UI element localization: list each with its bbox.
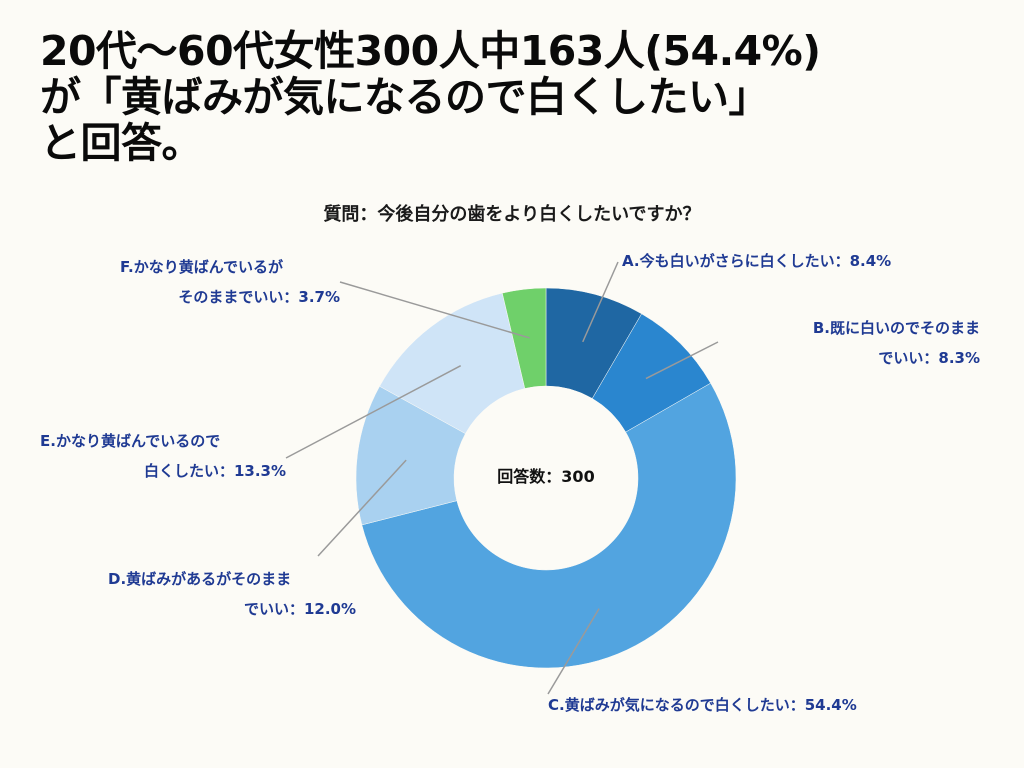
slice-label-c: C.黄ばみが気になるので白くしたい：54.4% (548, 696, 857, 714)
headline-line-2: が「黄ばみが気になるので白くしたい」 (40, 73, 770, 121)
slice-c (361, 382, 737, 669)
leader-line-f (339, 281, 530, 339)
slice-label-f-line-2: そのままでいい：3.7% (178, 288, 340, 306)
slice-label-d-line-2: でいい：12.0% (244, 600, 356, 618)
slice-label-f-line-1: F.かなり黄ばんでいるが (120, 258, 284, 276)
slice-f (501, 287, 547, 389)
leader-line-d (317, 459, 407, 557)
headline: 20代〜60代女性300人中163人(54.4%) が「黄ばみが気になるので白く… (40, 28, 1000, 166)
leader-line-c (547, 608, 600, 695)
headline-line-1: 20代〜60代女性300人中163人(54.4%) (40, 27, 821, 75)
slice-label-b-line-2: でいい：8.3% (878, 349, 980, 367)
slice-label-e-line-1: E.かなり黄ばんでいるので (40, 432, 220, 450)
center-total-label: 回答数：300 (497, 467, 594, 486)
leader-line-e (285, 365, 462, 459)
slice-label-d-line-1: D.黄ばみがあるがそのまま (108, 570, 291, 588)
chart-question: 質問：今後自分の歯をより白くしたいですか？ (323, 204, 701, 225)
headline-line-3: と回答。 (40, 119, 203, 167)
leader-line-b (645, 341, 719, 380)
slice-label-b-line-1: B.既に白いのでそのまま (813, 319, 980, 337)
leader-line-a (582, 261, 619, 343)
slice-label-e-line-2: 白くしたい：13.3% (144, 462, 286, 480)
slice-label-a: A.今も白いがさらに白くしたい：8.4% (622, 252, 891, 270)
